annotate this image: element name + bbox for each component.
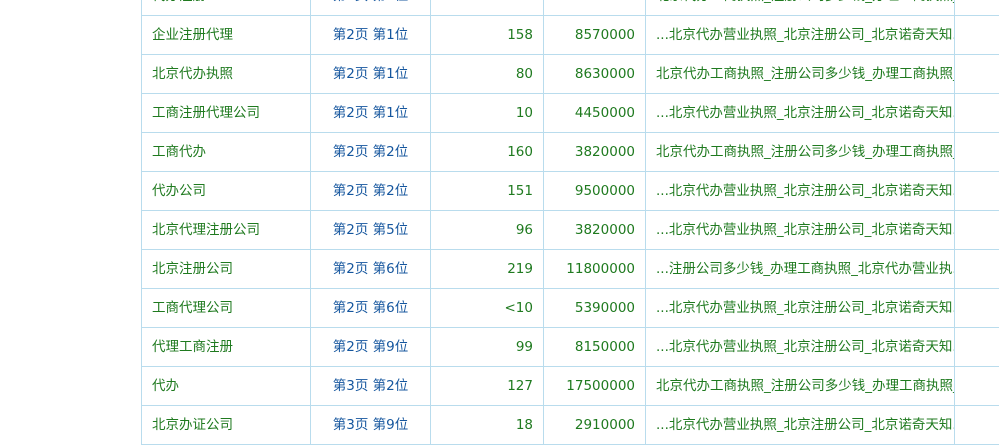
- keyword-cell: 代办公司: [142, 172, 311, 211]
- volume-cell: 3820000: [544, 211, 646, 250]
- title-cell: 北京代办工商执照_注册公司多少钱_办理工商执照_...: [646, 0, 955, 16]
- keyword-cell: 北京办证公司: [142, 406, 311, 445]
- title-cell: ...北京代办营业执照_北京注册公司_北京诺奇天知...: [646, 406, 955, 445]
- volume-cell: 2910000: [544, 406, 646, 445]
- row-overflow-cell: [955, 172, 999, 211]
- row-overflow-cell: [955, 289, 999, 328]
- index-cell: <10: [431, 289, 544, 328]
- rank-cell: 第3页 第2位: [311, 367, 431, 406]
- index-cell: 10: [431, 0, 544, 16]
- row-overflow-cell: [955, 367, 999, 406]
- keyword-cell: 北京注册公司: [142, 250, 311, 289]
- index-cell: 96: [431, 211, 544, 250]
- title-text: ...北京代办营业执照_北京注册公司_北京诺奇天知...: [656, 211, 955, 249]
- index-cell: 219: [431, 250, 544, 289]
- index-cell: 158: [431, 16, 544, 55]
- index-cell: 10: [431, 94, 544, 133]
- title-text: 北京代办工商执照_注册公司多少钱_办理工商执照_...: [656, 0, 955, 15]
- keyword-cell: 代办: [142, 367, 311, 406]
- rank-cell: 第2页 第6位: [311, 250, 431, 289]
- title-text: ...北京代办营业执照_北京注册公司_北京诺奇天知...: [656, 94, 955, 132]
- index-cell: 160: [431, 133, 544, 172]
- row-overflow-cell: [955, 211, 999, 250]
- title-text: ...北京代办营业执照_北京注册公司_北京诺奇天知...: [656, 406, 955, 444]
- keyword-cell: 工商注册代理公司: [142, 94, 311, 133]
- title-text: ...注册公司多少钱_办理工商执照_北京代办营业执...: [656, 250, 955, 288]
- rank-cell: 第2页 第1位: [311, 16, 431, 55]
- volume-cell: 5390000: [544, 289, 646, 328]
- rank-cell: 第1页 第9位: [311, 0, 431, 16]
- title-cell: ...北京代办营业执照_北京注册公司_北京诺奇天知...: [646, 211, 955, 250]
- keyword-cell: 企业注册代理: [142, 16, 311, 55]
- keyword-cell: 工商代办: [142, 133, 311, 172]
- title-cell: ...北京代办营业执照_北京注册公司_北京诺奇天知...: [646, 94, 955, 133]
- volume-cell: 8150000: [544, 328, 646, 367]
- rank-cell: 第2页 第2位: [311, 172, 431, 211]
- keyword-cell: 代理工商注册: [142, 328, 311, 367]
- title-cell: 北京代办工商执照_注册公司多少钱_办理工商执照_...: [646, 55, 955, 94]
- title-cell: ...北京代办营业执照_北京注册公司_北京诺奇天知...: [646, 172, 955, 211]
- rank-cell: 第3页 第9位: [311, 406, 431, 445]
- title-text: ...北京代办营业执照_北京注册公司_北京诺奇天知...: [656, 172, 955, 210]
- row-overflow-cell: [955, 328, 999, 367]
- index-cell: 127: [431, 367, 544, 406]
- index-cell: 18: [431, 406, 544, 445]
- table-row[interactable]: 代办注册第1页 第9位108730000 北京代办工商执照_注册公司多少钱_办理工…: [142, 0, 999, 16]
- volume-cell: 8730000: [544, 0, 646, 16]
- rank-cell: 第2页 第9位: [311, 328, 431, 367]
- keyword-cell: 北京代办执照: [142, 55, 311, 94]
- row-overflow-cell: [955, 406, 999, 445]
- row-overflow-cell: [955, 133, 999, 172]
- index-cell: 99: [431, 328, 544, 367]
- title-cell: 北京代办工商执照_注册公司多少钱_办理工商执照_...: [646, 367, 955, 406]
- row-overflow-cell: [955, 94, 999, 133]
- rank-cell: 第2页 第1位: [311, 94, 431, 133]
- row-overflow-cell: [955, 55, 999, 94]
- volume-cell: 17500000: [544, 367, 646, 406]
- title-text: ...北京代办营业执照_北京注册公司_北京诺奇天知...: [656, 328, 955, 366]
- keyword-ranking-table-container: 代办注册第1页 第9位108730000北京代办工商执照_注册公司多少钱_办理工…: [141, 0, 999, 445]
- rank-cell: 第2页 第6位: [311, 289, 431, 328]
- volume-cell: 8570000: [544, 16, 646, 55]
- volume-cell: 3820000: [544, 133, 646, 172]
- title-cell: ...北京代办营业执照_北京注册公司_北京诺奇天知...: [646, 16, 955, 55]
- title-cell: ...北京代办营业执照_北京注册公司_北京诺奇天知...: [646, 289, 955, 328]
- title-text: 北京代办工商执照_注册公司多少钱_办理工商执照_...: [656, 367, 955, 405]
- keyword-cell: 北京代理注册公司: [142, 211, 311, 250]
- table-body: 代办注册第1页 第9位108730000北京代办工商执照_注册公司多少钱_办理工…: [142, 0, 999, 445]
- title-cell: 北京代办工商执照_注册公司多少钱_办理工商执照_...: [646, 133, 955, 172]
- title-text: ...北京代办营业执照_北京注册公司_北京诺奇天知...: [656, 289, 955, 327]
- keyword-ranking-table: 代办注册第1页 第9位108730000北京代办工商执照_注册公司多少钱_办理工…: [141, 0, 999, 445]
- volume-cell: 4450000: [544, 94, 646, 133]
- row-overflow-cell: [955, 250, 999, 289]
- title-cell: ...北京代办营业执照_北京注册公司_北京诺奇天知...: [646, 328, 955, 367]
- rank-cell: 第2页 第1位: [311, 55, 431, 94]
- volume-cell: 11800000: [544, 250, 646, 289]
- title-cell: ...注册公司多少钱_办理工商执照_北京代办营业执...: [646, 250, 955, 289]
- row-overflow-cell: [955, 16, 999, 55]
- title-text: 北京代办工商执照_注册公司多少钱_办理工商执照_...: [656, 55, 955, 93]
- keyword-cell: 工商代理公司: [142, 289, 311, 328]
- title-text: ...北京代办营业执照_北京注册公司_北京诺奇天知...: [656, 16, 955, 54]
- index-cell: 151: [431, 172, 544, 211]
- title-text: 北京代办工商执照_注册公司多少钱_办理工商执照_...: [656, 133, 955, 171]
- volume-cell: 8630000: [544, 55, 646, 94]
- keyword-cell: 代办注册: [142, 0, 311, 16]
- volume-cell: 9500000: [544, 172, 646, 211]
- row-overflow-cell: [955, 0, 999, 16]
- rank-cell: 第2页 第5位: [311, 211, 431, 250]
- rank-cell: 第2页 第2位: [311, 133, 431, 172]
- index-cell: 80: [431, 55, 544, 94]
